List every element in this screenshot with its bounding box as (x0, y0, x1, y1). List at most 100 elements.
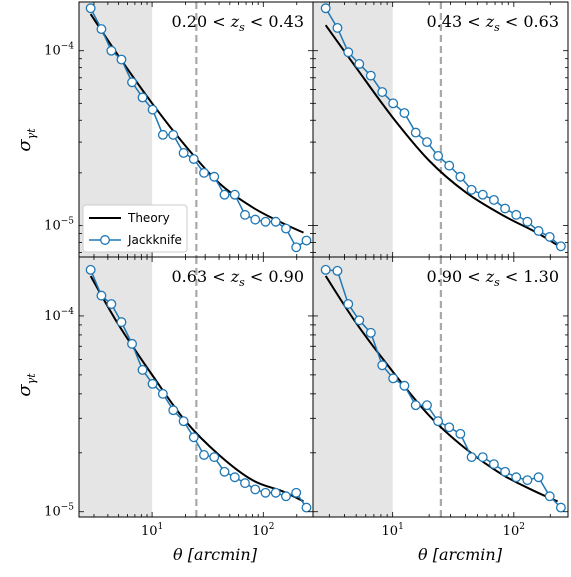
jackknife-point (250, 484, 261, 495)
jackknife-point (332, 22, 343, 33)
jackknife-point (127, 338, 137, 349)
jackknife-point (320, 3, 331, 14)
jackknife-point (188, 154, 199, 164)
jackknife-point (444, 422, 455, 433)
jackknife-point (147, 104, 158, 115)
jackknife-point (555, 241, 566, 252)
jackknife-point (320, 264, 331, 275)
jackknife-point (281, 223, 291, 234)
jackknife-point (343, 47, 354, 58)
jackknife-point (301, 502, 312, 513)
jackknife-point (168, 405, 179, 416)
jackknife-point (260, 487, 271, 498)
y-axis-label-bottom: σγt (14, 373, 38, 397)
jackknife-point (85, 264, 96, 275)
plot-area (313, 2, 566, 257)
jackknife-line (89, 269, 308, 509)
panel-frame (312, 256, 569, 518)
jackknife-point (157, 388, 168, 399)
legend-theory-label: Theory (127, 211, 170, 225)
jackknife-point (500, 466, 511, 477)
y-tick-label: 10−4 (44, 42, 74, 59)
jackknife-point (488, 459, 499, 470)
x-tick-label: 102 (503, 522, 525, 539)
jackknife-point (354, 58, 365, 69)
jackknife-point (209, 452, 220, 463)
jackknife-point (199, 167, 209, 178)
jackknife-point (199, 450, 209, 460)
jackknife-point (377, 360, 388, 371)
jackknife-line (325, 7, 562, 247)
figure-labels: θ [arcmin] θ [arcmin] σγt σγt (14, 128, 503, 564)
theory-line (324, 24, 559, 247)
jackknife-point (511, 209, 522, 220)
theory-line (324, 275, 559, 503)
panels: 10−5 10−4 0.20 < zs < 0.43 0.43 < zs < 0.63… (44, 1, 569, 539)
jackknife-point (116, 317, 127, 328)
y-tick-label: 10−4 (44, 307, 74, 324)
jackknife-point (116, 54, 127, 65)
x-tick-label: 102 (252, 522, 274, 539)
jackknife-point (178, 147, 189, 158)
jackknife-point (281, 491, 291, 502)
jackknife-point (544, 231, 555, 242)
panel-3: 10−5 10−4 101 102 0.63 < zs < 0.90 (44, 256, 314, 539)
theory-line (89, 275, 304, 503)
jackknife-point (137, 92, 148, 103)
jackknife-point (178, 416, 189, 427)
jackknife-point (477, 189, 488, 200)
jackknife-point (127, 77, 137, 88)
jackknife-point (522, 475, 533, 486)
legend-jackknife-marker (100, 235, 110, 245)
shaded-region (79, 257, 153, 517)
jackknife-point (85, 3, 96, 14)
jackknife-point (147, 378, 158, 389)
jackknife-point (377, 87, 388, 98)
jackknife-point (291, 487, 302, 498)
jackknife-point (260, 216, 271, 227)
jackknife-point (533, 472, 544, 483)
jackknife-point (422, 400, 432, 411)
jackknife-point (270, 216, 281, 227)
jackknife-point (250, 214, 261, 225)
jackknife-point (555, 502, 566, 513)
x-tick-label: 101 (382, 522, 404, 539)
jackknife-point (332, 265, 343, 276)
jackknife-point (365, 327, 376, 338)
jackknife-point (388, 98, 399, 109)
jackknife-point (388, 373, 399, 384)
x-axis-label-left: θ [arcmin] (173, 545, 258, 564)
jackknife-point (106, 45, 117, 56)
legend-jackknife-label: Jackknife (127, 233, 182, 247)
shaded-region (313, 257, 393, 517)
x-axis-label-right: θ [arcmin] (418, 545, 503, 564)
jackknife-point (354, 315, 365, 326)
panel-title: 0.90 < zs < 1.30 (427, 267, 560, 289)
jackknife-point (399, 380, 410, 391)
panel-2: 0.43 < zs < 0.63 (312, 1, 569, 258)
jackknife-point (466, 452, 477, 463)
ticks (79, 256, 313, 517)
jackknife-point (137, 364, 148, 375)
ticks (313, 2, 568, 257)
jackknife-point (466, 184, 477, 195)
jackknife-point (544, 491, 555, 502)
jackknife-point (219, 189, 230, 200)
jackknife-line (89, 7, 307, 249)
jackknife-point (168, 129, 179, 140)
jackknife-point (219, 466, 230, 477)
jackknife-point (455, 428, 466, 439)
jackknife-line (325, 269, 562, 509)
jackknife-point (455, 171, 466, 182)
jackknife-point (229, 472, 240, 483)
jackknife-point (533, 226, 544, 236)
jackknife-point (240, 209, 250, 220)
shaded-region (313, 2, 393, 257)
jackknife-point (270, 487, 281, 498)
plot-area (79, 257, 312, 517)
jackknife-point (522, 216, 533, 227)
jackknife-point (500, 203, 511, 214)
jackknife-point (343, 299, 354, 310)
jackknife-point (291, 242, 302, 253)
